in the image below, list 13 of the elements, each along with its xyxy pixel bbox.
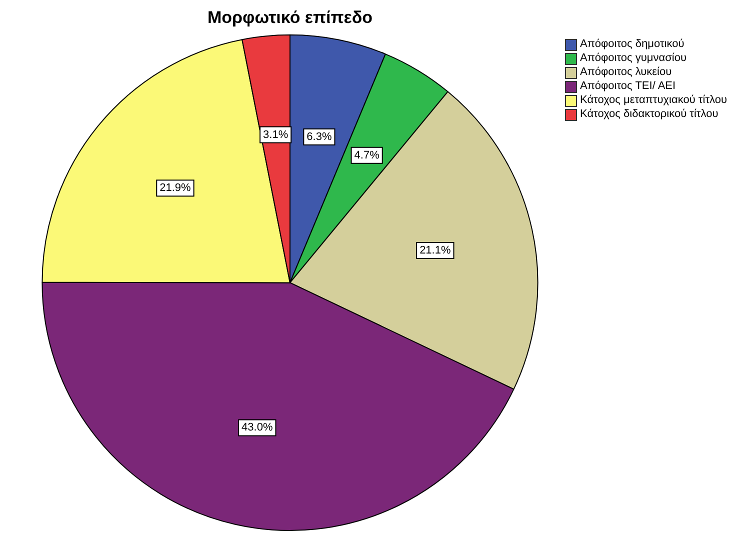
data-label: 6.3%	[306, 130, 332, 143]
data-label: 43.0%	[242, 422, 273, 434]
data-label: 4.7%	[354, 149, 380, 162]
data-label: 21.9%	[160, 182, 192, 194]
legend-label: Κάτοχος διδακτορικού τίτλου	[580, 108, 718, 120]
legend-label: Απόφοιτος δημοτικού	[580, 38, 684, 50]
data-label: 3.1%	[263, 128, 288, 141]
legend-label: Απόφοιτος λυκείου	[580, 66, 672, 78]
legend-label: Απόφοιτος γυμνασίου	[580, 52, 686, 64]
chart-title: Μορφωτικό επίπεδο	[207, 8, 373, 27]
data-label: 21.1%	[420, 244, 451, 257]
legend-label: Απόφοιτος ΤΕΙ/ ΑΕΙ	[580, 80, 676, 92]
legend-label: Κάτοχος μεταπτυχιακού τίτλου	[580, 94, 728, 106]
